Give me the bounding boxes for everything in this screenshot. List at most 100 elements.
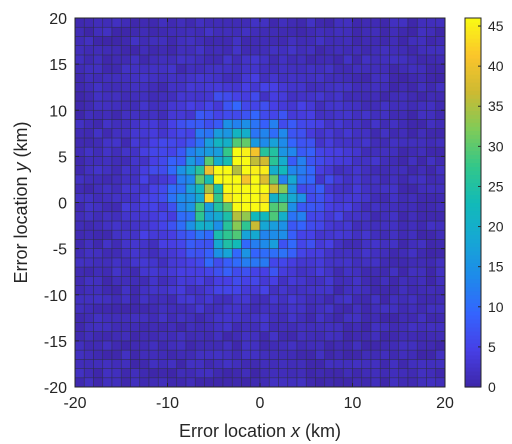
heatmap-cell — [361, 26, 372, 37]
heatmap-cell — [333, 45, 344, 56]
heatmap-cell — [204, 63, 215, 74]
heatmap-cell — [426, 257, 437, 268]
heatmap-cell — [83, 331, 94, 342]
colorbar-segment — [465, 322, 481, 328]
heatmap-cell — [148, 312, 159, 323]
colorbar-segment — [465, 170, 481, 176]
heatmap-cell — [139, 340, 150, 351]
heatmap-cell — [120, 294, 131, 305]
heatmap-cell — [83, 109, 94, 120]
heatmap-cell — [250, 257, 261, 268]
heatmap-cell — [148, 368, 159, 379]
heatmap-cell — [268, 45, 279, 56]
heatmap-cell — [333, 63, 344, 74]
heatmap-cell — [185, 165, 196, 176]
colorbar-segment — [465, 134, 481, 139]
heatmap-cell — [296, 266, 307, 277]
heatmap-cell — [102, 109, 113, 120]
heatmap-cell — [342, 73, 353, 83]
heatmap-cell — [370, 377, 381, 388]
heatmap-cell — [315, 165, 326, 176]
heatmap-cell — [194, 91, 205, 102]
heatmap-cell — [204, 248, 215, 259]
heatmap-cell — [296, 294, 307, 305]
colorbar-tick-label: 40 — [488, 58, 504, 74]
heatmap-cell — [426, 211, 437, 222]
heatmap-cell — [231, 275, 242, 286]
heatmap-cell — [407, 220, 418, 231]
heatmap-cell — [333, 340, 344, 351]
heatmap-cell — [352, 331, 363, 342]
heatmap-cell — [148, 91, 159, 102]
heatmap-cell — [305, 36, 316, 46]
heatmap-cell — [231, 100, 242, 111]
heatmap-cell — [268, 294, 279, 305]
heatmap-cell — [287, 91, 298, 102]
heatmap-cell — [83, 257, 94, 268]
heatmap-cell — [333, 312, 344, 323]
heatmap-cell — [93, 100, 104, 111]
heatmap-cell — [426, 82, 437, 93]
heatmap-cell — [148, 322, 159, 332]
heatmap-cell — [435, 266, 446, 277]
heatmap-cell — [222, 239, 233, 249]
colorbar-segment — [465, 174, 481, 180]
colorbar-segment — [465, 306, 481, 312]
heatmap-cell — [74, 294, 85, 305]
heatmap-cell — [83, 156, 94, 166]
heatmap-cell — [139, 17, 150, 28]
heatmap-cell — [111, 349, 122, 360]
heatmap-cell — [435, 331, 446, 342]
heatmap-cell — [185, 322, 196, 332]
heatmap-cell — [213, 137, 224, 148]
heatmap-cell — [241, 257, 252, 268]
heatmap-cell — [305, 146, 316, 157]
heatmap-cell — [296, 275, 307, 286]
heatmap-cell — [120, 45, 131, 56]
heatmap-cell — [416, 349, 427, 360]
heatmap-cell — [93, 294, 104, 305]
heatmap-cell — [342, 377, 353, 388]
heatmap-cell — [120, 156, 131, 166]
heatmap-cell — [389, 146, 400, 157]
heatmap-cell — [296, 137, 307, 148]
colorbar-segment — [465, 338, 481, 344]
heatmap-cell — [204, 239, 215, 249]
heatmap-cell — [74, 266, 85, 277]
heatmap-cell — [342, 63, 353, 74]
heatmap-cell — [241, 91, 252, 102]
heatmap-cell — [102, 17, 113, 28]
heatmap-cell — [379, 109, 390, 120]
heatmap-cell — [398, 109, 409, 120]
heatmap-cell — [361, 322, 372, 332]
heatmap-cell — [333, 165, 344, 176]
heatmap-cell — [361, 266, 372, 277]
heatmap-cell — [111, 211, 122, 222]
colorbar-segment — [465, 78, 481, 83]
heatmap-cell — [370, 202, 381, 213]
colorbar-segment — [465, 374, 481, 380]
heatmap-cell — [241, 128, 252, 139]
heatmap-cell — [305, 45, 316, 56]
heatmap-cell — [398, 26, 409, 37]
colorbar-segment — [465, 230, 481, 236]
heatmap-cell — [259, 73, 270, 83]
heatmap-cell — [176, 229, 187, 240]
heatmap-cell — [333, 257, 344, 268]
heatmap-cell — [167, 183, 178, 194]
heatmap-cell — [204, 137, 215, 148]
heatmap-cell — [185, 82, 196, 93]
heatmap-cell — [379, 26, 390, 37]
heatmap-cell — [278, 174, 289, 185]
colorbar-segment — [465, 42, 481, 47]
heatmap-cell — [426, 312, 437, 323]
heatmap-cell — [268, 63, 279, 74]
heatmap-cell — [315, 174, 326, 185]
heatmap-cell — [398, 192, 409, 203]
heatmap-cell — [74, 156, 85, 166]
heatmap-cell — [241, 285, 252, 296]
colorbar-segment — [465, 290, 481, 296]
heatmap-cell — [379, 285, 390, 296]
